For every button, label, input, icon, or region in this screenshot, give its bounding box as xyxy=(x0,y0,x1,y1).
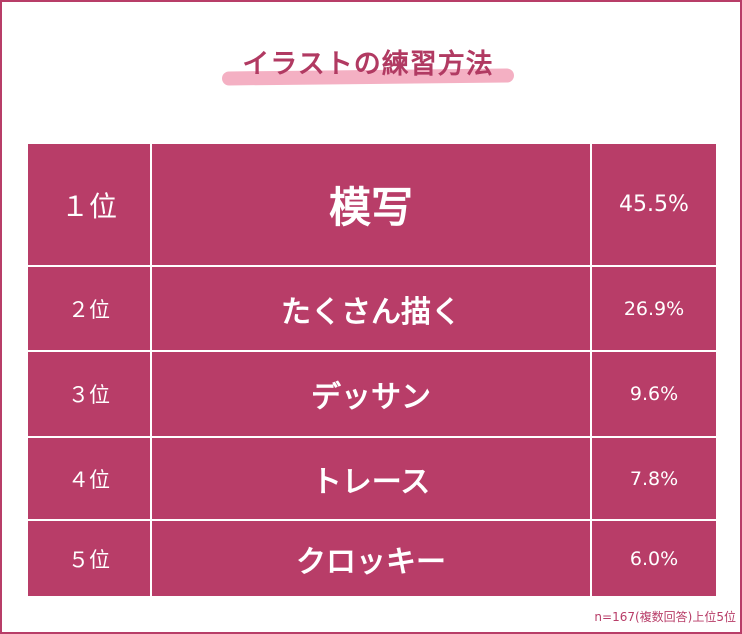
method-cell: たくさん描く xyxy=(150,265,592,352)
rank-cell: ５位 xyxy=(26,519,152,598)
rank-cell: １位 xyxy=(26,142,152,267)
method-cell: クロッキー xyxy=(150,519,592,598)
method-label: 模写 xyxy=(328,183,413,232)
method-label: デッサン xyxy=(311,380,431,415)
rank-label: ３位 xyxy=(68,383,110,407)
method-label: トレース xyxy=(311,464,431,500)
table-row: ３位 デッサン 9.6% xyxy=(26,350,718,438)
table-row: ５位 クロッキー 6.0% xyxy=(26,519,718,598)
percent-cell: 6.0% xyxy=(590,519,718,598)
title-area: イラストの練習方法 xyxy=(0,0,742,120)
percent-label: 6.0% xyxy=(629,547,679,570)
method-cell: 模写 xyxy=(150,142,592,267)
percent-label: 45.5% xyxy=(619,192,689,217)
table-row: １位 模写 45.5% xyxy=(26,142,718,267)
percent-label: 9.6% xyxy=(629,383,679,405)
rank-label: ４位 xyxy=(68,467,110,492)
table-row: ２位 たくさん描く 26.9% xyxy=(26,265,718,352)
percent-cell: 9.6% xyxy=(590,350,718,438)
rank-cell: ４位 xyxy=(26,436,152,521)
rank-cell: ３位 xyxy=(26,350,152,438)
percent-label: 26.9% xyxy=(623,297,685,320)
rank-label: ２位 xyxy=(68,297,110,322)
ranking-table: １位 模写 45.5% ２位 たくさん描く 26.9% ３位 デッサン 9.6%… xyxy=(26,142,718,598)
chart-title: イラストの練習方法 xyxy=(242,49,494,80)
sample-note: n=167(複数回答)上位5位 xyxy=(594,610,736,624)
percent-cell: 45.5% xyxy=(590,142,718,267)
percent-cell: 26.9% xyxy=(590,265,718,352)
percent-cell: 7.8% xyxy=(590,436,718,521)
method-label: たくさん描く xyxy=(281,294,461,330)
table-row: ４位 トレース 7.8% xyxy=(26,436,718,521)
rank-label: ５位 xyxy=(68,547,110,572)
method-cell: デッサン xyxy=(150,350,592,438)
method-label: クロッキー xyxy=(296,544,446,580)
method-cell: トレース xyxy=(150,436,592,521)
percent-label: 7.8% xyxy=(629,467,679,490)
rank-cell: ２位 xyxy=(26,265,152,352)
rank-label: １位 xyxy=(60,189,117,223)
